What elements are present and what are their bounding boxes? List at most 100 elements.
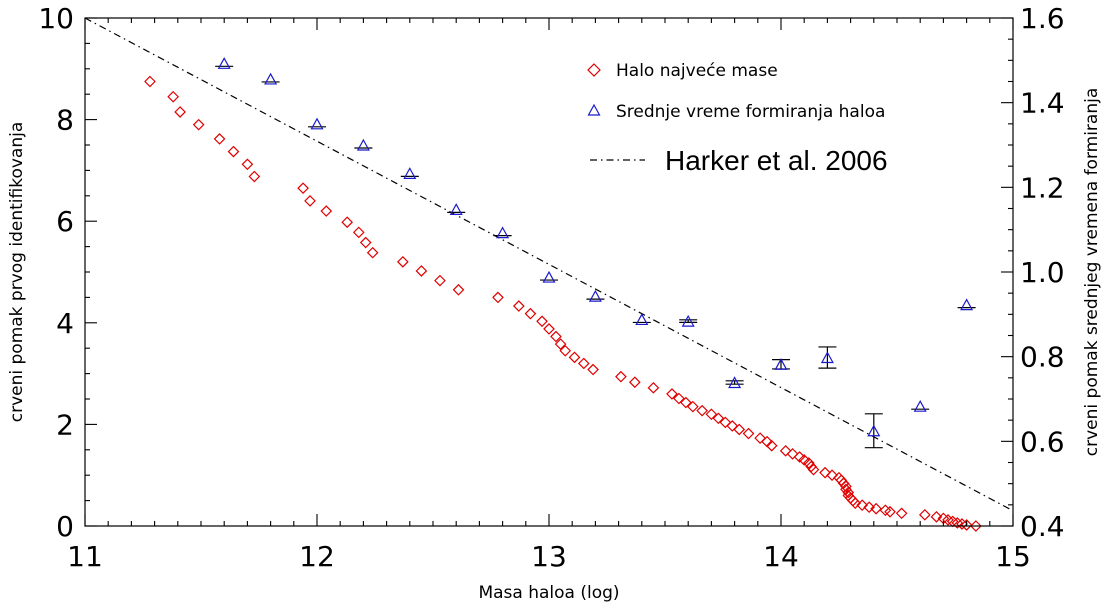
halo-mass-point — [396, 255, 409, 268]
halo-mass-point — [879, 504, 892, 517]
formation-time-point — [493, 226, 512, 239]
legend-triangle-marker — [587, 103, 601, 116]
y2-tick-label: 0.6 — [1020, 425, 1065, 458]
halo-mass-point — [167, 90, 180, 103]
halo-mass-point — [895, 507, 908, 520]
halo-mass-point — [554, 338, 567, 350]
halo-mass-point — [956, 518, 968, 530]
halo-mass-point — [870, 502, 882, 515]
halo-mass-point — [705, 408, 718, 421]
ticks — [84, 17, 1014, 527]
legend: Halo najveće mase Srednje vreme formiran… — [587, 61, 888, 176]
halo-mass-point — [213, 133, 226, 145]
formation-time-point — [308, 117, 326, 130]
halo-mass-point — [951, 517, 964, 529]
halo-mass-point — [673, 392, 685, 405]
legend-label-formation: Srednje vreme formiranja haloa — [616, 102, 885, 122]
halo-mass-point — [241, 158, 254, 171]
halo-mass-point — [918, 508, 931, 521]
halo-mass-point — [227, 145, 240, 158]
y-tick-label: 8 — [56, 104, 74, 137]
formation-time-point — [261, 72, 280, 85]
halo-mass-point — [647, 381, 660, 394]
fit-line-layer — [84, 17, 1014, 512]
halo-mass-point — [304, 195, 316, 207]
halo-mass-point — [341, 216, 354, 229]
halo-mass-point — [712, 412, 725, 425]
halo-mass-point — [742, 427, 755, 440]
formation-time-point — [725, 376, 744, 389]
y-tick-label: 6 — [56, 205, 74, 238]
halo-mass-point — [765, 439, 778, 452]
halo-mass-point — [452, 283, 465, 296]
formation-time-point — [586, 289, 605, 302]
halo-mass-point — [359, 236, 372, 249]
halo-mass-point — [856, 499, 869, 512]
halo-mass-points — [144, 75, 982, 532]
x-tick-label: 12 — [299, 540, 335, 573]
halo-mass-point — [840, 480, 852, 493]
formation-time-point — [400, 167, 419, 179]
formation-time-point — [679, 314, 698, 327]
formation-time-point — [818, 346, 837, 369]
x-tick-label: 15 — [995, 540, 1031, 573]
legend-diamond-marker — [587, 63, 601, 77]
y2-tick-label: 0.8 — [1020, 341, 1065, 374]
formation-time-point — [957, 298, 976, 311]
halo-mass-point — [320, 205, 333, 217]
legend-label-halo: Halo najveće mase — [616, 61, 778, 81]
halo-mass-point — [849, 497, 862, 509]
y2-tick-label: 1.4 — [1020, 87, 1065, 120]
x-tick-label: 14 — [763, 540, 799, 573]
halo-mass-point — [719, 416, 732, 429]
halo-mass-point — [930, 511, 943, 523]
formation-time-point — [540, 270, 558, 283]
halo-mass-point — [733, 423, 746, 436]
x-tick-label: 13 — [531, 540, 567, 573]
halo-mass-point — [946, 515, 959, 528]
formation-time-point — [772, 358, 790, 370]
formation-time-point — [632, 313, 651, 326]
halo-mass-point — [415, 265, 428, 277]
halo-mass-point — [863, 501, 876, 514]
halo-mass-point — [492, 291, 504, 304]
halo-mass-point — [842, 486, 855, 499]
halo-mass-point — [779, 444, 792, 457]
halo-mass-point — [628, 376, 641, 389]
halo-mass-point — [960, 519, 973, 531]
halo-mass-point — [192, 118, 205, 131]
halo-mass-point — [970, 520, 982, 532]
halo-mass-point — [793, 451, 806, 463]
halo-mass-point — [615, 370, 627, 383]
formation-time-point — [447, 203, 466, 215]
formation-time-points — [215, 57, 976, 449]
tick-labels: 11 12 13 14 15 0 2 4 6 8 10 0.4 0.6 0.8 1.0 1.2 1.4 1.6 — [38, 2, 1064, 573]
halo-mass-point — [587, 363, 599, 376]
halo-mass-point — [802, 457, 815, 469]
formation-time-point — [354, 138, 373, 151]
halo-mass-point — [577, 357, 590, 370]
halo-mass-point — [144, 75, 156, 88]
formation-time-point — [215, 57, 234, 69]
y2-tick-label: 1.0 — [1020, 256, 1065, 289]
x-tick-label: 11 — [67, 540, 103, 573]
halo-mass-point — [297, 182, 309, 195]
halo-mass-point — [366, 246, 379, 259]
halo-mass-point — [536, 315, 548, 328]
halo-mass-point — [434, 274, 446, 287]
y-axis-title: crveni pomak prvog identifikovanja — [7, 122, 27, 423]
y2-axis-title: crveni pomak srednjeg vremena formiranja — [1082, 88, 1102, 456]
halo-mass-point — [754, 432, 766, 444]
halo-mass-point — [798, 454, 811, 466]
halo-mass-point — [786, 448, 799, 460]
formation-time-point — [911, 399, 930, 412]
legend-label-harker: Harker et al. 2006 — [665, 145, 888, 176]
y2-tick-label: 1.6 — [1020, 2, 1065, 35]
y2-tick-label: 0.4 — [1020, 510, 1065, 543]
halo-mass-point — [568, 351, 581, 364]
halo-mass-point — [543, 323, 555, 335]
y-tick-label: 2 — [56, 408, 74, 441]
y-tick-label: 0 — [56, 510, 74, 543]
halo-mass-point — [884, 505, 896, 518]
